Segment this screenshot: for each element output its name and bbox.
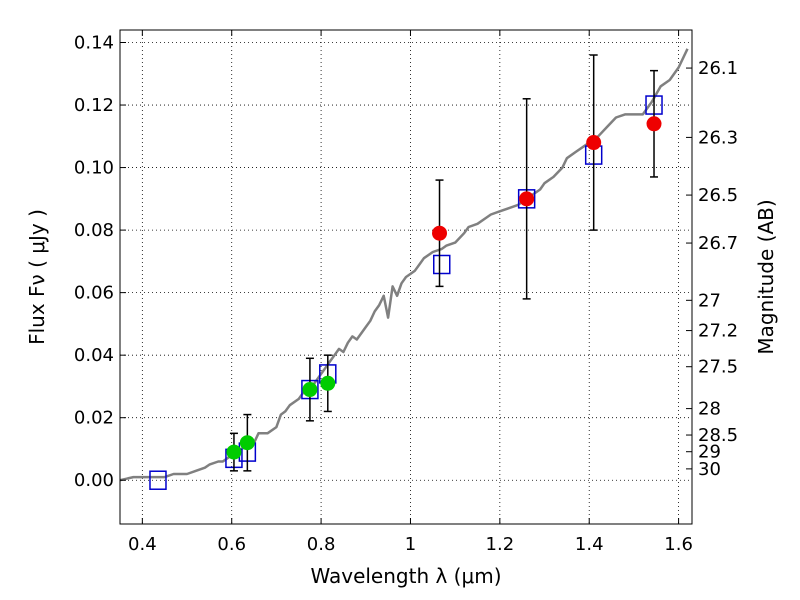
magnitude-axis-label: Magnitude (AB) — [754, 199, 778, 354]
magnitude-tick-label: 29 — [698, 442, 721, 463]
plot-frame — [119, 29, 693, 525]
magnitude-tick-label: 27.2 — [698, 321, 738, 342]
y-ticks: 0.00 0.02 0.04 0.06 0.08 0.10 0.12 0.14 — [74, 33, 126, 491]
observed-flux-point — [302, 382, 318, 398]
x-tick-label: 0.6 — [217, 534, 246, 555]
magnitude-tick-label: 26.3 — [698, 127, 738, 148]
model-square-marker — [433, 254, 451, 275]
magnitude-tick-label: 30 — [698, 459, 721, 480]
magnitude-tick-label: 28 — [698, 399, 721, 420]
observed-flux-point — [320, 375, 336, 391]
observed-flux-point — [239, 435, 255, 451]
x-tick-label: 0.8 — [307, 534, 336, 555]
magnitude-tick-label: 28.5 — [698, 425, 738, 446]
model-square-marker — [149, 470, 167, 490]
y-tick-label: 0.12 — [74, 95, 114, 116]
observed-flux-point — [646, 116, 662, 132]
y-tick-label: 0.06 — [74, 283, 114, 304]
y-tick-label: 0.00 — [74, 470, 114, 491]
y-tick-label: 0.10 — [74, 158, 114, 179]
observed-flux-point — [519, 191, 535, 207]
x-axis-label: Wavelength λ (μm) — [310, 564, 501, 588]
magnitude-tick-label: 26.1 — [698, 58, 738, 79]
magnitude-tick-label: 27.5 — [698, 357, 738, 378]
y-tick-label: 0.02 — [74, 408, 114, 429]
points-layer — [149, 54, 663, 490]
y-tick-label: 0.08 — [74, 220, 114, 241]
observed-flux-point — [432, 225, 448, 241]
x-tick-label: 1.2 — [486, 534, 515, 555]
observed-flux-point — [586, 135, 602, 151]
observed-flux-point — [226, 444, 242, 460]
y-tick-label: 0.04 — [74, 345, 114, 366]
y-axis-label: Flux Fν ( μJy ) — [25, 209, 49, 345]
magnitude-tick-label: 26.5 — [698, 185, 738, 206]
magnitude-tick-label: 27 — [698, 290, 721, 311]
x-tick-label: 1.6 — [664, 534, 693, 555]
model-spectrum-line — [119, 48, 689, 482]
magnitude-tick-label: 26.7 — [698, 233, 738, 254]
x-tick-label: 0.4 — [128, 534, 157, 555]
spectrum-layer — [119, 48, 689, 482]
x-tick-label: 1.4 — [575, 534, 604, 555]
y-tick-label: 0.14 — [74, 33, 114, 54]
x-tick-label: 1 — [405, 534, 416, 555]
x-ticks: 0.4 0.6 0.8 1 1.2 1.4 1.6 — [128, 30, 693, 555]
